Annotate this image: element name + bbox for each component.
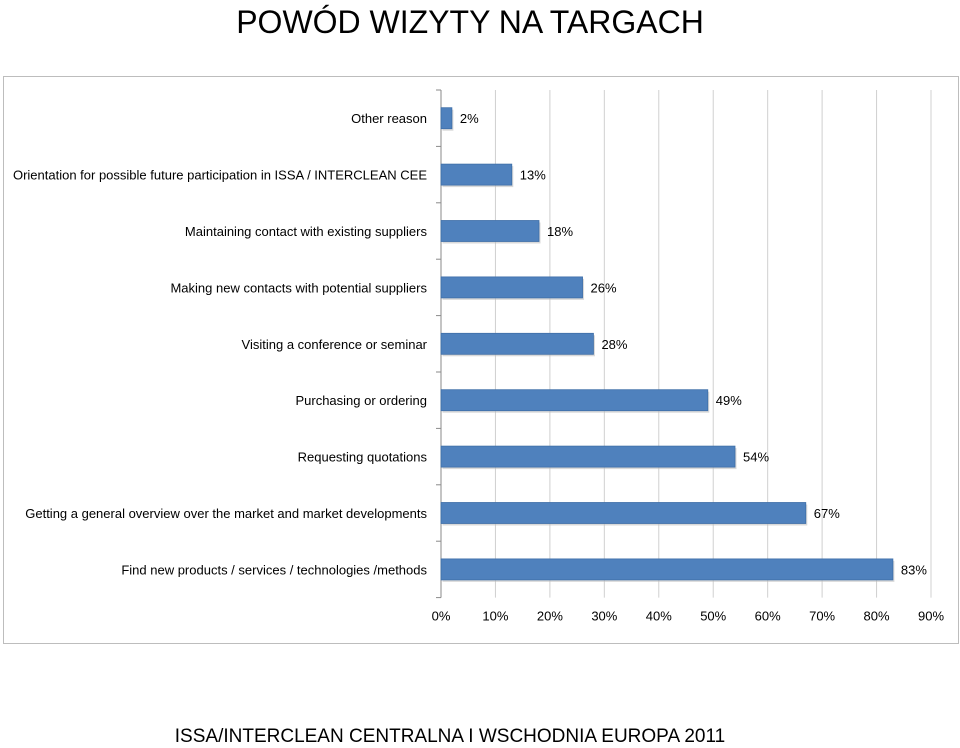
data-label: 67% xyxy=(814,506,840,521)
bar-8 xyxy=(440,502,807,524)
data-label: 83% xyxy=(901,562,927,577)
category-label: Find new products / services / technolog… xyxy=(121,562,427,577)
bar-6 xyxy=(440,389,709,412)
data-label: 26% xyxy=(591,280,617,295)
x-tick-label: 10% xyxy=(482,609,508,624)
data-label: 28% xyxy=(601,337,627,352)
category-label: Maintaining contact with existing suppli… xyxy=(185,224,428,239)
category-label: Requesting quotations xyxy=(298,450,428,465)
bar-1 xyxy=(440,107,453,130)
bar-2 xyxy=(440,163,513,186)
category-label: Purchasing or ordering xyxy=(295,393,427,408)
x-tick-label: 50% xyxy=(700,609,726,624)
data-label: 54% xyxy=(743,450,769,465)
bar-4 xyxy=(440,276,583,299)
x-tick-label: 60% xyxy=(755,609,781,624)
x-tick-label: 0% xyxy=(432,609,451,624)
chart-frame xyxy=(3,76,959,644)
category-label: Other reason xyxy=(351,111,427,126)
data-label: 13% xyxy=(520,168,546,183)
category-label: Orientation for possible future particip… xyxy=(13,168,427,183)
x-tick-label: 70% xyxy=(809,609,835,624)
category-label: Visiting a conference or seminar xyxy=(242,337,428,352)
category-label: Making new contacts with potential suppl… xyxy=(170,280,427,295)
data-label: 2% xyxy=(460,111,479,126)
x-tick-label: 90% xyxy=(918,609,944,624)
x-tick-label: 20% xyxy=(537,609,563,624)
data-label: 49% xyxy=(716,393,742,408)
page-footer: ISSA/INTERCLEAN CENTRALNA I WSCHODNIA EU… xyxy=(174,726,726,747)
bar-7 xyxy=(440,445,736,468)
bar-3 xyxy=(440,220,540,242)
bar-5 xyxy=(440,332,594,355)
page-title: POWÓD WIZYTY NA TARGACH xyxy=(236,4,704,40)
category-label: Getting a general overview over the mark… xyxy=(25,506,427,521)
x-tick-label: 30% xyxy=(591,609,617,624)
x-tick-label: 80% xyxy=(864,609,890,624)
data-label: 18% xyxy=(547,224,573,239)
x-tick-label: 40% xyxy=(646,609,672,624)
bar-9 xyxy=(440,558,894,581)
